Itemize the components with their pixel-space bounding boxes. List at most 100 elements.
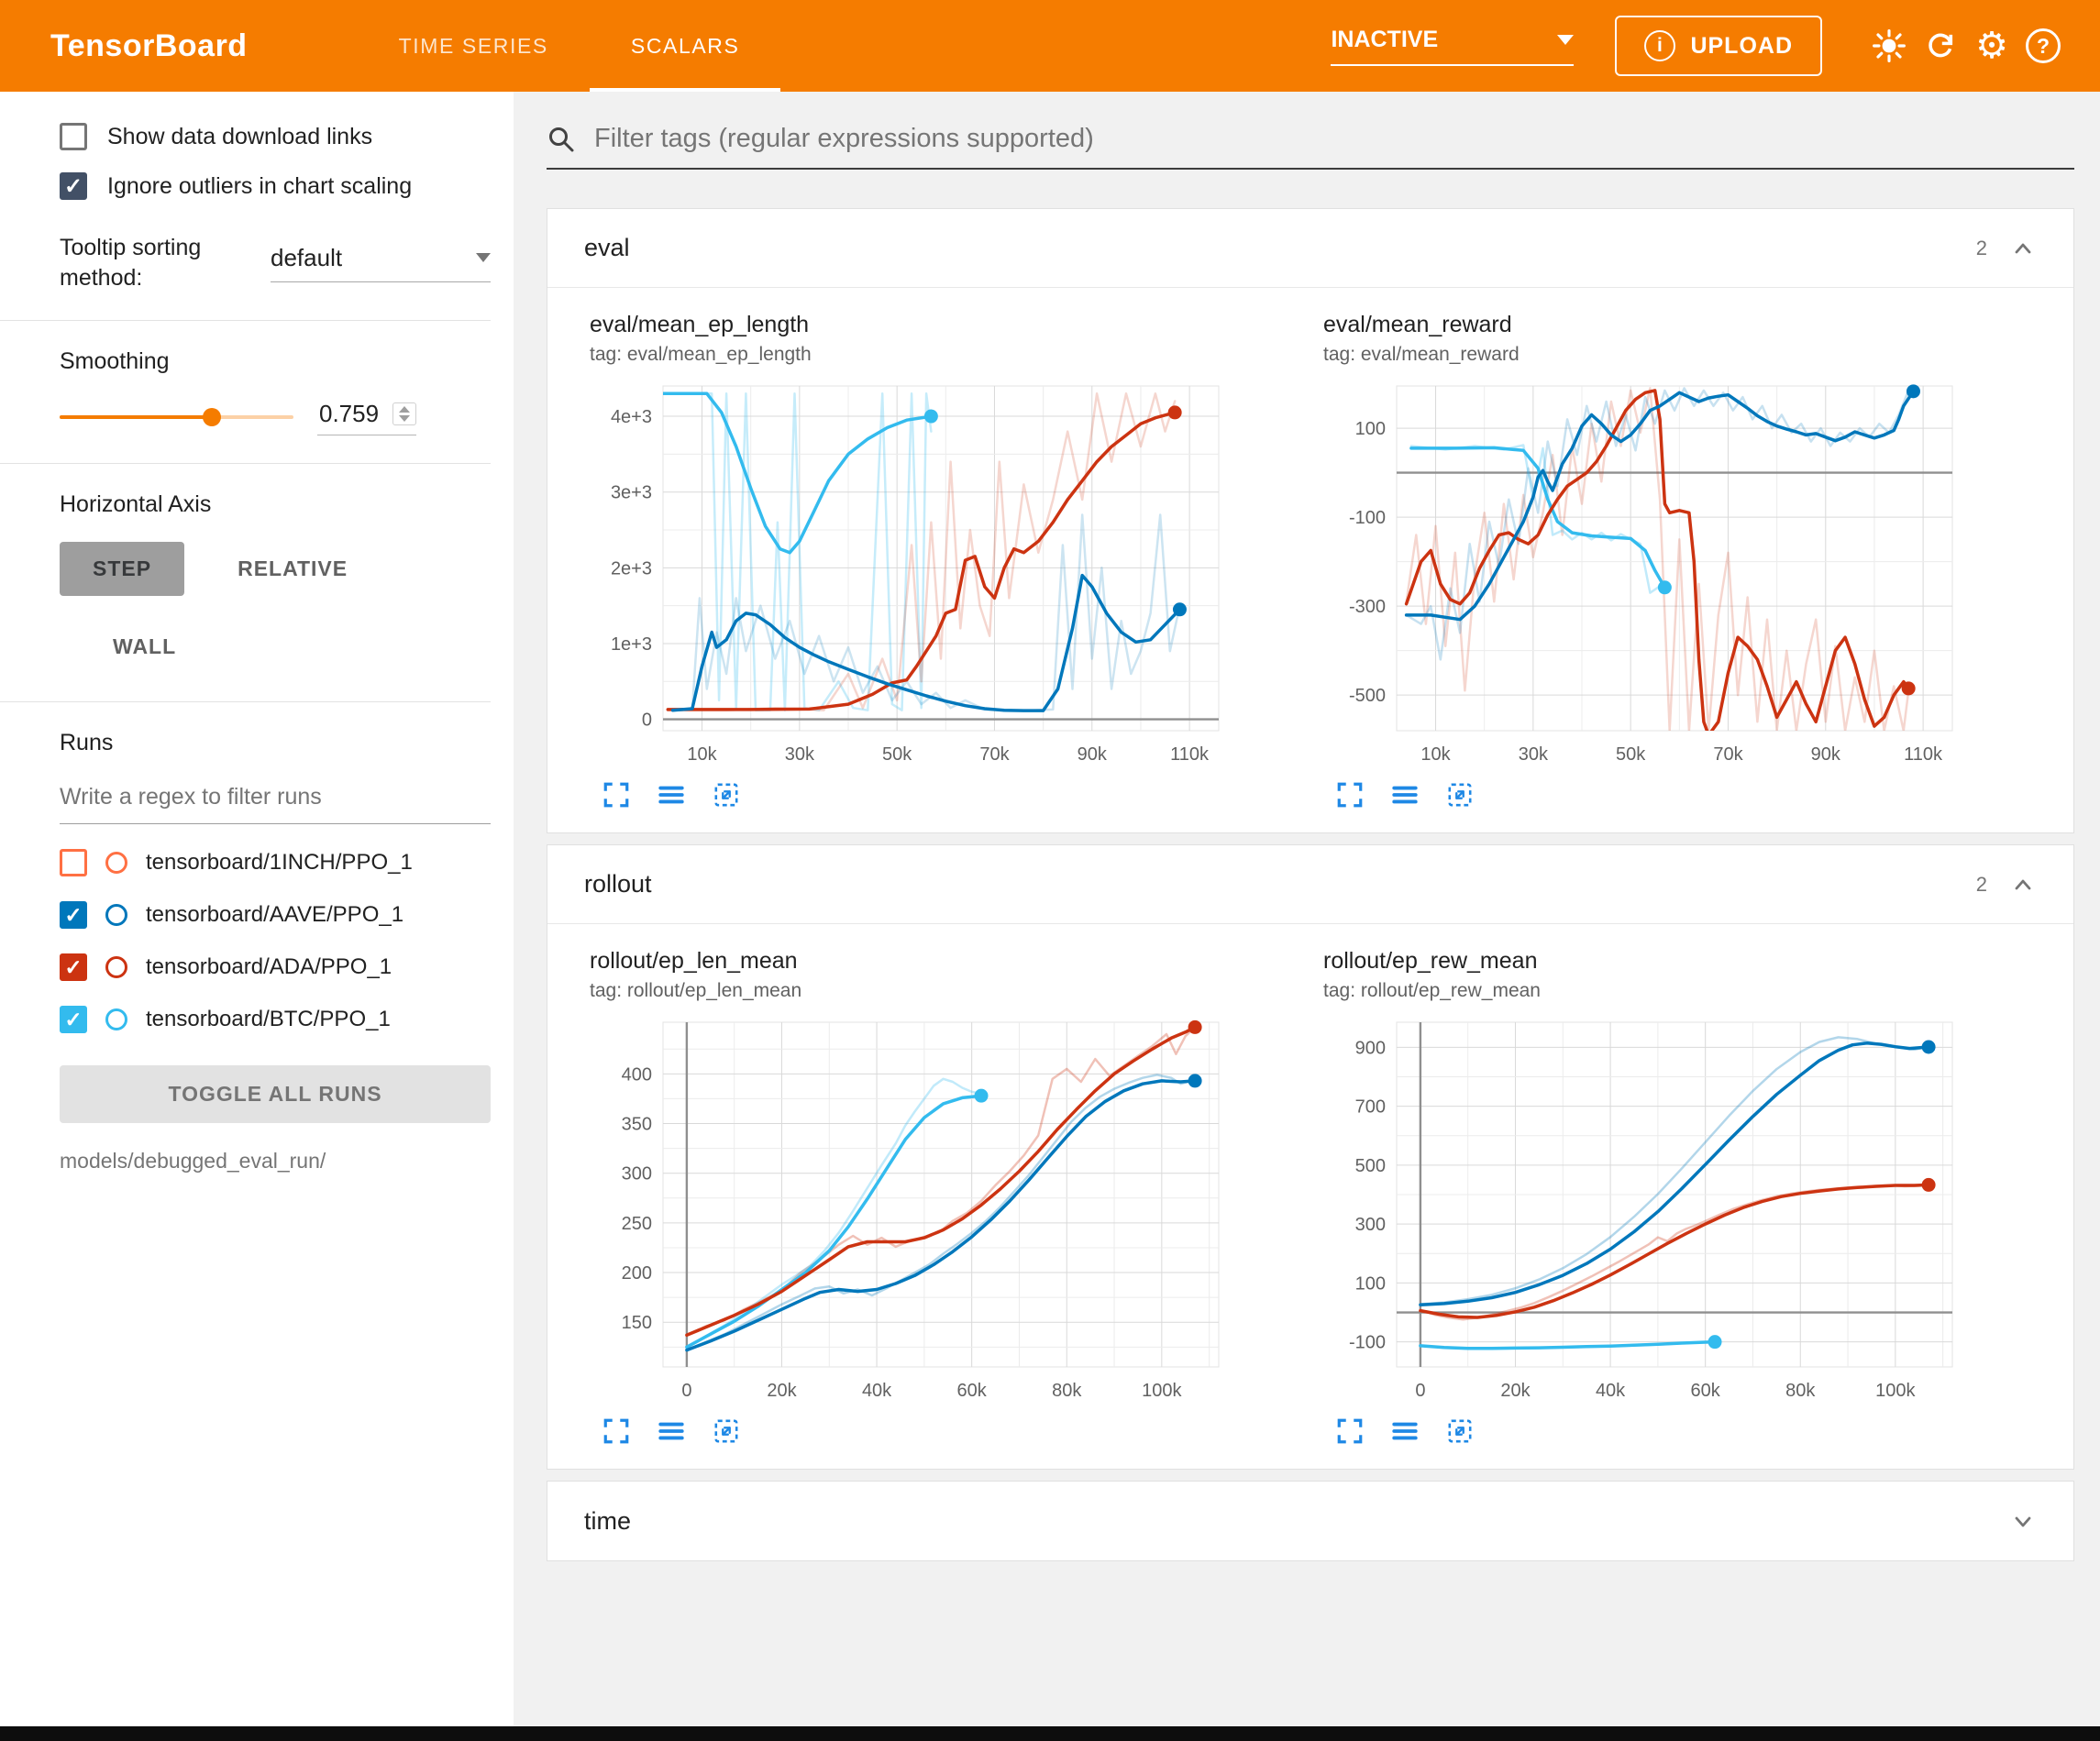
card-header-rollout[interactable]: rollout 2 (547, 845, 2073, 924)
svg-text:100k: 100k (1875, 1381, 1916, 1401)
smoothing-slider[interactable] (60, 404, 293, 430)
top-tabs: TIME SERIES SCALARS (358, 0, 781, 92)
filter-tags-input[interactable] (592, 123, 2074, 155)
card-header-right: 2 (1976, 235, 2037, 262)
run-filter-input[interactable] (60, 780, 491, 824)
fullscreen-icon[interactable] (601, 1416, 632, 1447)
chevron-down-icon (1557, 34, 1575, 45)
chart-plot[interactable]: 0 20k 40k 60k 80k 100k -100 100 300 500 700 900 (1323, 1011, 1965, 1405)
chart-plot[interactable]: 10k 30k 50k 70k 90k 110k 100 -100 -300 -500 (1323, 375, 1965, 769)
fullscreen-icon[interactable] (1334, 779, 1365, 810)
fit-data-icon[interactable] (1444, 1416, 1476, 1447)
tooltip-sorting-value: default (271, 243, 343, 271)
series-endpoint-dot (1708, 1335, 1722, 1350)
data-table-icon[interactable] (656, 779, 687, 810)
series-endpoint-dot (1172, 602, 1187, 617)
tooltip-sorting-dropdown[interactable]: default (271, 244, 491, 282)
svg-text:2e+3: 2e+3 (611, 558, 652, 578)
card-list: eval 2 eval/mean_ep_length tag: eval/mean_e… (547, 208, 2082, 1561)
status-dropdown-value: INACTIVE (1331, 26, 1439, 52)
fullscreen-icon[interactable] (1334, 1416, 1365, 1447)
tab-time-series[interactable]: TIME SERIES (398, 33, 548, 58)
run-row[interactable]: ✓ tensorboard/AAVE/PPO_1 (60, 901, 491, 929)
card-header-eval[interactable]: eval 2 (547, 209, 2073, 288)
run-color-circle[interactable] (105, 852, 127, 874)
fit-data-icon[interactable] (711, 1416, 742, 1447)
show-download-links-row: Show data download links (60, 123, 491, 150)
run-color-circle[interactable] (105, 904, 127, 926)
series-line (685, 1079, 1197, 1352)
axis-step-button[interactable]: STEP (60, 542, 185, 596)
run-label: tensorboard/ADA/PPO_1 (146, 954, 392, 979)
chart-title: eval/mean_ep_length (590, 312, 810, 337)
svg-text:70k: 70k (979, 744, 1010, 765)
fit-data-icon[interactable] (711, 779, 742, 810)
smoothing-label: Smoothing (60, 348, 170, 374)
run-color-circle[interactable] (105, 1008, 127, 1030)
fullscreen-icon[interactable] (601, 779, 632, 810)
show-download-links-checkbox[interactable] (60, 123, 87, 150)
run-checkbox[interactable] (60, 849, 87, 876)
run-color-circle[interactable] (105, 956, 127, 978)
search-icon (549, 127, 574, 151)
chart-plot[interactable]: 0 20k 40k 60k 80k 100k 150 200 250 300 350 400 (590, 1011, 1232, 1405)
ignore-outliers-checkbox[interactable]: ✓ (60, 172, 87, 200)
data-table-icon[interactable] (656, 1416, 687, 1447)
toggle-all-runs-button[interactable]: TOGGLE ALL RUNS (60, 1065, 491, 1123)
run-label: tensorboard/BTC/PPO_1 (146, 1007, 391, 1031)
run-checkbox[interactable]: ✓ (60, 901, 87, 929)
fit-data-icon[interactable] (1444, 779, 1476, 810)
status-dropdown[interactable]: INACTIVE (1331, 26, 1575, 66)
stepper-down-icon[interactable] (399, 415, 410, 422)
series-endpoint-dot (1901, 681, 1916, 696)
series-line (1404, 390, 1916, 622)
axis-wall-button[interactable]: WALL (113, 634, 177, 658)
series-line (663, 391, 934, 555)
svg-text:110k: 110k (1904, 744, 1943, 765)
run-row[interactable]: ✓ tensorboard/BTC/PPO_1 (60, 1006, 491, 1033)
series-endpoint-dot (1921, 1040, 1936, 1054)
data-table-icon[interactable] (1389, 779, 1420, 810)
svg-text:90k: 90k (1078, 744, 1108, 765)
run-checkbox[interactable]: ✓ (60, 1006, 87, 1033)
help-icon[interactable]: ? (2017, 20, 2069, 72)
settings-icon[interactable]: ⚙ (1975, 26, 2008, 66)
main-panel: eval 2 eval/mean_ep_length tag: eval/mean_e… (514, 92, 2100, 1726)
refresh-icon[interactable] (1915, 20, 1966, 72)
run-row[interactable]: tensorboard/1INCH/PPO_1 (60, 849, 491, 876)
chart-toolbar (1323, 779, 2020, 810)
collapse-card-icon[interactable] (2009, 235, 2037, 262)
run-list: tensorboard/1INCH/PPO_1 ✓ tensorboard/AAVE… (60, 849, 491, 1033)
stepper-up-icon[interactable] (399, 406, 410, 413)
tab-scalars[interactable]: SCALARS (589, 0, 781, 92)
chart-block-rollout-ep-len-mean: rollout/ep_len_mean tag: rollout/ep_len_m… (553, 948, 1287, 1447)
chart-toolbar (590, 1416, 1287, 1447)
run-row[interactable]: ✓ tensorboard/ADA/PPO_1 (60, 953, 491, 981)
series-line (671, 513, 1181, 711)
chart-plot[interactable]: 10k 30k 50k 70k 90k 110k 0 1e+3 2e+3 3e+3 4e+3 (590, 375, 1232, 769)
card-header-right: 2 (1976, 871, 2037, 898)
axis-relative-button[interactable]: RELATIVE (238, 556, 348, 580)
chart-title: rollout/ep_rew_mean (1323, 948, 1538, 974)
svg-text:30k: 30k (785, 744, 815, 765)
upload-button[interactable]: i UPLOAD (1615, 16, 1822, 76)
expand-card-icon[interactable] (2009, 1507, 2037, 1535)
svg-text:30k: 30k (1519, 744, 1549, 765)
svg-text:500: 500 (1355, 1156, 1386, 1176)
smoothing-value-input[interactable] (317, 399, 392, 429)
data-table-icon[interactable] (1389, 1416, 1420, 1447)
series-line (667, 392, 1177, 711)
slider-thumb[interactable] (202, 408, 221, 426)
svg-text:200: 200 (622, 1263, 652, 1284)
smoothing-stepper[interactable] (392, 402, 416, 425)
collapse-card-icon[interactable] (2009, 871, 2037, 898)
divider (0, 463, 491, 464)
chart-tag: tag: eval/mean_reward (1323, 344, 1520, 365)
svg-text:900: 900 (1355, 1038, 1386, 1058)
chart-block-eval-mean-reward: eval/mean_reward tag: eval/mean_reward 10k… (1287, 312, 2020, 810)
series-line (1419, 1183, 1930, 1319)
brightness-icon[interactable] (1863, 20, 1915, 72)
series-endpoint-dot (1921, 1177, 1936, 1192)
run-checkbox[interactable]: ✓ (60, 953, 87, 981)
card-header-time[interactable]: time (547, 1482, 2073, 1560)
